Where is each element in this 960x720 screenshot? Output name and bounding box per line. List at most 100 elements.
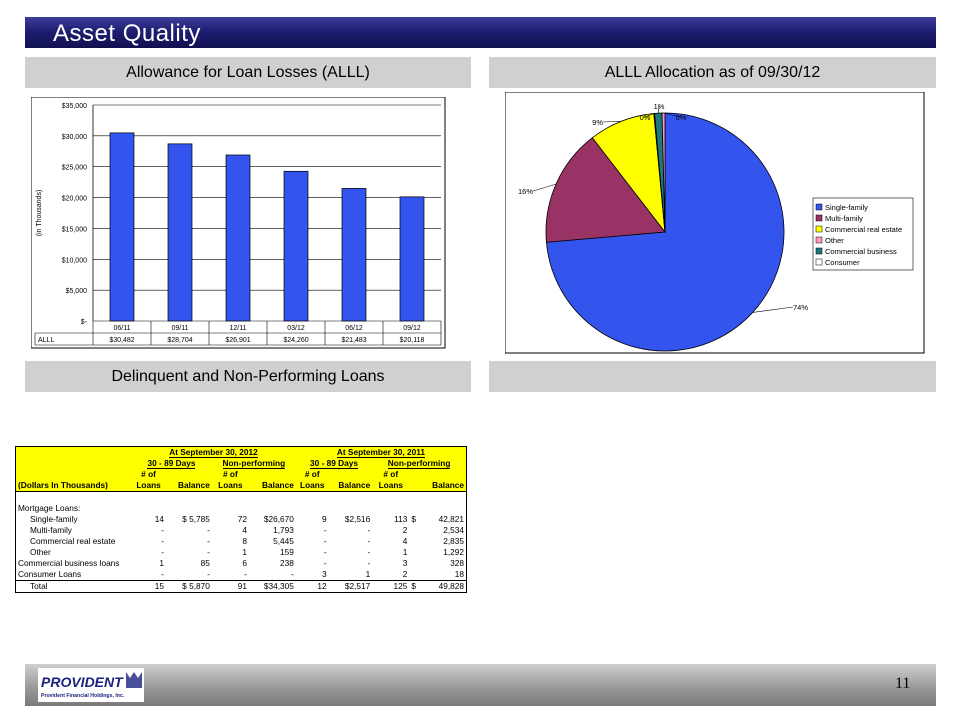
col-balance: Balance [166, 480, 212, 492]
legend-swatch [815, 225, 823, 233]
table-cell: 4 [402, 536, 408, 546]
pie-data-label: 0% [676, 113, 687, 122]
row-label: Commercial business loans [18, 558, 120, 568]
data-label: $21,483 [341, 337, 366, 344]
table-cell: 42,821 [438, 514, 464, 524]
table-cell: - [244, 569, 247, 579]
table-cell: 159 [280, 547, 294, 557]
x-tick-label: 06/11 [114, 325, 131, 332]
table-header-row-2: 30 - 89 Days Non-performing 30 - 89 Days… [15, 458, 467, 469]
table-cell: 1 [242, 547, 247, 557]
table-cell: $ 5,785 [182, 514, 210, 524]
table-cell: 2,534 [443, 525, 464, 535]
slide-title: Asset Quality [53, 20, 201, 47]
table-cell: - [207, 536, 210, 546]
legend-label: Single-family [825, 203, 868, 212]
alll-bar-chart-svg: $- $5,000 $10,000 $15,000 $20,000 $25,000 $30,… [30, 96, 446, 349]
col-balance: Balance [328, 480, 373, 492]
footer-bar [25, 664, 936, 706]
table-cell [409, 536, 426, 547]
data-label: $30,482 [109, 337, 134, 344]
legend-label: Multi-family [825, 214, 863, 223]
mortgage-loans-label: Mortgage Loans: [18, 503, 81, 513]
sub-header-nonperf-2012: Non-performing [222, 458, 286, 469]
table-cell: - [367, 547, 371, 557]
table-cell: $2,516 [344, 514, 371, 524]
table-cell: 2,835 [443, 536, 464, 546]
table-cell: $2,517 [328, 580, 373, 593]
table-cell: $ [409, 580, 427, 593]
legend-swatch [815, 214, 823, 222]
table-cell: 49,828 [426, 580, 467, 593]
bar [399, 196, 425, 322]
table-cell: 14 [154, 514, 165, 524]
legend-swatch [815, 236, 823, 244]
row-label: Single-family [30, 514, 78, 524]
empty-section-header [489, 361, 936, 392]
table-cell: 91 [211, 580, 249, 593]
y-tick-label: $35,000 [62, 103, 87, 110]
col-loans: Loans [211, 480, 249, 492]
delinquency-table: At September 30, 2012 At September 30, 2… [15, 446, 467, 593]
table-row-label: ALLL [38, 337, 54, 344]
y-tick-label: $10,000 [62, 257, 87, 264]
table-cell: - [323, 525, 327, 535]
pie-data-label: 74% [793, 303, 808, 312]
table-cell: - [323, 558, 327, 568]
allocation-section-header: ALLL Allocation as of 09/30/12 [489, 57, 936, 88]
num-of-label: # of [131, 469, 167, 480]
table-cell: - [207, 525, 210, 535]
table-cell: - [161, 569, 165, 579]
alll-bar-chart: $- $5,000 $10,000 $15,000 $20,000 $25,000 $30,… [30, 96, 446, 349]
table-cell: 1,793 [273, 525, 294, 535]
table-cell: 15 [131, 580, 167, 593]
table-row: Consumer Loans - - - - 3 1 2 18 [16, 569, 467, 581]
table-cell: - [161, 525, 165, 535]
title-bar: Asset Quality [25, 17, 936, 48]
row-label: Other [30, 547, 51, 557]
pie-data-label: 0% [640, 113, 651, 122]
pie-data-label: 9% [592, 118, 603, 127]
y-tick-label: $25,000 [62, 165, 87, 172]
table-header-row-1: At September 30, 2012 At September 30, 2… [15, 446, 467, 458]
table-cell: 85 [200, 558, 210, 568]
bar [283, 170, 309, 322]
col-loans: Loans [131, 480, 167, 492]
bar [167, 143, 193, 322]
y-tick-label: $15,000 [62, 226, 87, 233]
y-tick-label: $5,000 [66, 288, 88, 295]
row-header-label: (Dollars In Thousands) [15, 480, 132, 492]
table-cell: - [161, 536, 165, 546]
y-axis-label: (in Thousands) [36, 190, 43, 237]
table-cell: 238 [280, 558, 294, 568]
table-cell: - [161, 547, 165, 557]
row-label: Multi-family [30, 525, 72, 535]
group-header-2011: At September 30, 2011 [336, 447, 425, 458]
table-cell: 3 [402, 558, 408, 568]
legend-swatch [815, 258, 823, 266]
table-cell: 72 [237, 514, 247, 524]
leader-line [644, 113, 655, 118]
sub-header-nonperf-2011: Non-performing [387, 458, 451, 469]
table-cell: 5,445 [273, 536, 294, 546]
page-number: 11 [895, 675, 911, 692]
total-row: Total 15 $ 5,870 91 $34,305 12 $2,517 125 $49,82… [15, 580, 467, 593]
table-cell: 1 [402, 547, 408, 557]
svg-text:PROVIDENT: PROVIDENT [41, 674, 124, 690]
svg-text:Provident Financial Holdings,: Provident Financial Holdings, Inc. [41, 693, 125, 699]
table-cell: 113 [394, 514, 408, 524]
table-cell: $34,305 [248, 580, 296, 593]
legend-label: Commercial business [825, 247, 897, 256]
allowance-section-header: Allowance for Loan Losses (ALLL) [25, 57, 471, 88]
bar [341, 188, 367, 322]
table-row: Other - - 1 159 - - 1 1,292 [16, 547, 467, 558]
table-cell: - [367, 558, 371, 568]
leader-line [602, 120, 622, 123]
data-label: $26,901 [225, 337, 250, 344]
table-cell: 1,292 [443, 547, 464, 557]
table-cell: - [367, 525, 371, 535]
table-cell: 9 [321, 514, 327, 524]
table-cell: $26,670 [263, 514, 294, 524]
col-loans: Loans [295, 480, 329, 492]
num-of-label: # of [211, 469, 249, 480]
